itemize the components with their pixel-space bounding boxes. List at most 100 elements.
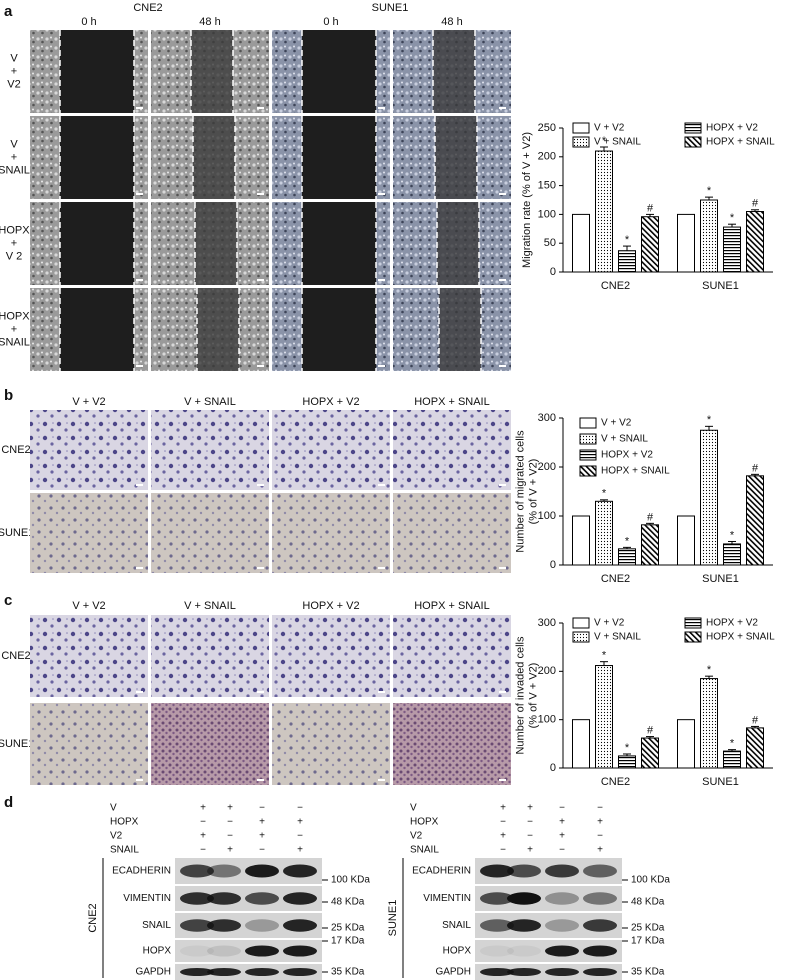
blot-band xyxy=(180,919,214,932)
row-label: HOPX xyxy=(0,224,30,236)
legend-label: V + SNAIL xyxy=(594,137,641,148)
condition-sign: − xyxy=(527,817,533,828)
bar xyxy=(677,515,695,566)
condition-sign: − xyxy=(559,845,565,856)
row-label: CNE2 xyxy=(1,650,30,662)
scale-bar xyxy=(378,193,385,195)
row-label: V2 xyxy=(7,78,20,90)
wound-area xyxy=(197,288,239,371)
condition-sign: + xyxy=(200,831,206,842)
micrograph xyxy=(30,703,148,785)
blot-band xyxy=(245,892,279,905)
scale-bar xyxy=(378,779,385,781)
legend-label: HOPX + V2 xyxy=(706,123,758,134)
blot-band xyxy=(180,864,214,878)
y-axis-label: (% of V + V2) xyxy=(527,663,539,729)
wound-area xyxy=(60,202,134,285)
error-bar xyxy=(646,522,654,525)
time-header: 48 h xyxy=(441,16,462,28)
scale-bar xyxy=(499,691,506,693)
y-tick-label: 200 xyxy=(538,461,556,473)
wound-area xyxy=(60,288,134,371)
size-label: 100 KDa xyxy=(331,875,370,886)
error-bar xyxy=(646,736,654,739)
scale-bar xyxy=(136,279,143,281)
significance-mark: * xyxy=(707,414,712,426)
bar xyxy=(595,500,613,566)
error-bar xyxy=(705,675,713,679)
y-axis-label: Number of migrated cells xyxy=(514,430,526,553)
scale-bar xyxy=(257,567,264,569)
wound-area xyxy=(191,30,233,113)
error-bar xyxy=(728,749,736,752)
condition-sign: + xyxy=(597,845,603,856)
legend-swatch xyxy=(684,136,702,148)
blot-band xyxy=(507,864,541,878)
error-bar xyxy=(705,196,713,200)
condition-label: HOPX xyxy=(410,817,439,828)
x-tick-label: SUNE1 xyxy=(702,573,739,585)
legend-swatch xyxy=(572,617,590,629)
blot-band xyxy=(583,968,617,976)
time-header: 0 h xyxy=(81,16,96,28)
condition-label: SNAIL xyxy=(410,845,439,856)
legend-label: HOPX + SNAIL xyxy=(706,632,775,643)
micrograph xyxy=(393,493,511,573)
wound-area xyxy=(60,30,134,113)
blot-band xyxy=(180,945,214,957)
condition-label: V2 xyxy=(110,831,123,842)
blot-band xyxy=(583,864,617,878)
bar xyxy=(572,719,590,769)
condition-sign: − xyxy=(559,803,565,814)
bar xyxy=(618,755,636,769)
protein-label: HOPX xyxy=(143,946,172,957)
error-bar xyxy=(623,546,631,549)
scale-bar xyxy=(499,365,506,367)
blot-band xyxy=(283,968,317,976)
micrograph xyxy=(30,493,148,573)
significance-mark: * xyxy=(625,742,630,754)
micrograph xyxy=(272,410,390,490)
scale-bar xyxy=(257,691,264,693)
group-header: CNE2 xyxy=(133,2,162,14)
y-tick-label: 300 xyxy=(538,617,556,629)
group-header: SUNE1 xyxy=(372,2,409,14)
panel-label: c xyxy=(4,592,12,609)
significance-mark: * xyxy=(707,664,712,676)
blot-band xyxy=(507,945,541,957)
row-label: CNE2 xyxy=(1,444,30,456)
condition-sign: − xyxy=(200,817,206,828)
scale-bar xyxy=(257,279,264,281)
row-label: V 2 xyxy=(6,250,23,262)
condition-label: V xyxy=(410,803,417,814)
y-axis-label: (% of V + V2) xyxy=(527,459,539,525)
blot-band xyxy=(245,919,279,932)
condition-sign: − xyxy=(259,845,265,856)
row-label: + xyxy=(11,237,17,249)
blot-band xyxy=(283,892,317,905)
significance-mark: * xyxy=(707,185,712,197)
legend-label: V + SNAIL xyxy=(594,632,641,643)
condition-sign: + xyxy=(200,803,206,814)
y-tick-label: 0 xyxy=(550,762,556,774)
condition-label: HOPX xyxy=(110,817,139,828)
scale-bar xyxy=(378,567,385,569)
condition-sign: + xyxy=(527,845,533,856)
y-tick-label: 100 xyxy=(538,510,556,522)
legend-label: HOPX + V2 xyxy=(706,618,758,629)
blot-band xyxy=(180,968,214,976)
scale-bar xyxy=(378,365,385,367)
y-tick-label: 100 xyxy=(538,714,556,726)
row-label: + xyxy=(11,65,17,77)
scale-bar xyxy=(499,107,506,109)
blot-band xyxy=(480,919,514,932)
bar xyxy=(595,665,613,769)
significance-mark: * xyxy=(602,650,607,662)
bar xyxy=(723,226,741,273)
scale-bar xyxy=(257,193,264,195)
row-label: SUNE1 xyxy=(0,527,34,539)
micrograph xyxy=(272,615,390,697)
condition-label: SNAIL xyxy=(110,845,139,856)
blot-band xyxy=(180,892,214,905)
